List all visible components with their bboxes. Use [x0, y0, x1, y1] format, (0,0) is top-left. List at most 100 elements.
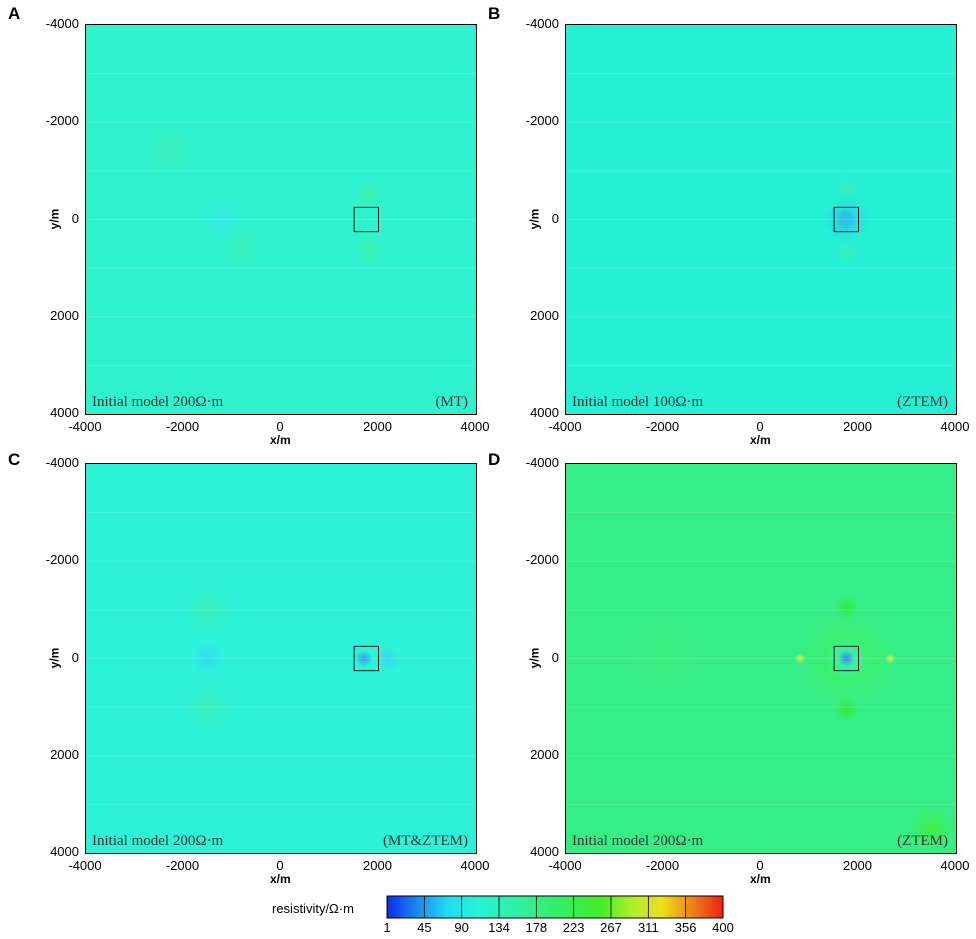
anomaly-blob [833, 238, 859, 264]
colorbar-tick-label: 356 [674, 920, 697, 935]
colorbar [386, 895, 724, 919]
y-tick-label: -4000 [45, 455, 79, 470]
x-axis-label-c: x/m [270, 872, 291, 886]
x-tick-label: -4000 [548, 858, 582, 873]
x-tick-label: -4000 [68, 419, 102, 434]
anomaly-blob [354, 180, 384, 210]
anomaly-blob [619, 614, 708, 703]
y-tick-label: 4000 [530, 405, 559, 420]
target-box [833, 645, 859, 672]
x-tick-label: 4000 [940, 858, 970, 873]
x-tick-label: 2000 [363, 858, 392, 873]
colorbar-tick-label: 1 [383, 920, 391, 935]
colorbar-title: resistivity/Ω·m [272, 901, 354, 916]
anomaly-blob [354, 234, 384, 264]
y-tick-label: 2000 [50, 746, 79, 762]
y-tick-label: 0 [551, 649, 559, 665]
heatmap-background [86, 464, 476, 853]
x-tick-label: 4000 [460, 419, 490, 434]
x-tick-label: -4000 [548, 419, 582, 434]
anomaly-blob [189, 639, 227, 678]
y-tick-label: -2000 [525, 552, 559, 568]
anomaly-blob [200, 197, 245, 242]
panel-letter-c: C [8, 450, 21, 469]
x-tick-label: 2000 [843, 419, 872, 434]
colorbar-tick-label: 267 [600, 920, 622, 935]
y-tick-label: -4000 [525, 16, 559, 31]
x-tick-label: 2000 [843, 858, 872, 873]
heatmap-panel-d: Initial model 200Ω·m (ZTEM) [565, 463, 957, 854]
colorbar-tick-label: 178 [525, 920, 548, 935]
x-tick-label: -4000 [68, 858, 102, 873]
x-tick-label: -2000 [165, 419, 200, 434]
initial-model-note: Initial model 200Ω·m [92, 394, 224, 410]
heatmap-panel-a: Initial model 200Ω·m (MT) [85, 24, 477, 415]
y-tick-label: -4000 [45, 16, 79, 31]
y-tick-label: -4000 [525, 455, 559, 470]
colorbar-tick-label: 45 [417, 920, 432, 935]
heatmap-background [566, 25, 956, 414]
target-box [353, 645, 379, 672]
panel-letter-a: A [8, 4, 21, 23]
anomaly-blob [834, 697, 859, 722]
y-tick-label: -2000 [45, 552, 79, 568]
x-axis-label-a: x/m [270, 433, 291, 447]
method-note: (ZTEM) [897, 833, 948, 849]
method-note: (ZTEM) [897, 394, 948, 410]
y-tick-label: 4000 [50, 405, 79, 420]
x-axis-label-d: x/m [750, 872, 771, 886]
anomaly-blob [144, 127, 194, 176]
panel-letter-d: D [488, 450, 501, 469]
anomaly-blob [183, 585, 233, 635]
y-tick-label: 4000 [530, 844, 559, 859]
anomaly-blob [909, 806, 954, 851]
initial-model-note: Initial model 100Ω·m [572, 394, 704, 410]
y-tick-label: 2000 [530, 307, 559, 323]
y-tick-label: 2000 [530, 746, 559, 762]
x-tick-label: 4000 [940, 419, 970, 434]
target-box [353, 206, 379, 233]
y-tick-label: 4000 [50, 844, 79, 859]
colorbar-tick-label: 90 [454, 920, 469, 935]
anomaly-blob [222, 229, 262, 269]
heatmap-svg [566, 25, 956, 414]
colorbar-tick-label: 400 [712, 920, 734, 935]
initial-model-note: Initial model 200Ω·m [572, 833, 704, 849]
x-tick-label: -2000 [165, 858, 200, 873]
heatmap-svg [566, 464, 956, 853]
x-tick-label: 0 [756, 419, 764, 434]
y-tick-label: -2000 [525, 113, 559, 129]
y-tick-label: 0 [71, 210, 79, 226]
anomaly-blob [376, 646, 401, 671]
y-tick-label: 2000 [50, 307, 79, 323]
y-tick-label: 0 [71, 649, 79, 665]
x-tick-label: 4000 [460, 858, 490, 873]
x-tick-label: 0 [276, 419, 284, 434]
heatmap-panel-c: Initial model 200Ω·m (MT&ZTEM) [85, 463, 477, 854]
colorbar-tick-label: 223 [562, 920, 585, 935]
colorbar-tick-label: 311 [637, 920, 659, 935]
anomaly-blob [833, 175, 859, 201]
heatmap-background [86, 25, 476, 414]
heatmap-panel-b: Initial model 100Ω·m (ZTEM) [565, 24, 957, 415]
anomaly-blob [183, 682, 233, 732]
anomaly-blob [355, 649, 373, 668]
x-tick-label: 2000 [363, 419, 392, 434]
anomaly-blob [794, 653, 806, 664]
panel-letter-b: B [488, 4, 501, 23]
anomaly-blob [834, 595, 859, 620]
x-tick-label: 0 [276, 858, 284, 873]
method-note: (MT&ZTEM) [383, 833, 468, 849]
initial-model-note: Initial model 200Ω·m [92, 833, 224, 849]
anomaly-blob [884, 653, 896, 664]
colorbar-gradient [386, 895, 724, 919]
x-tick-label: 0 [756, 858, 764, 873]
heatmap-svg [86, 25, 476, 414]
y-tick-label: 0 [551, 210, 559, 226]
anomaly-blob [837, 649, 856, 668]
method-note: (MT) [435, 394, 469, 410]
x-tick-label: -2000 [645, 858, 680, 873]
x-tick-label: -2000 [645, 419, 680, 434]
x-axis-label-b: x/m [750, 433, 771, 447]
y-tick-label: -2000 [45, 113, 79, 129]
